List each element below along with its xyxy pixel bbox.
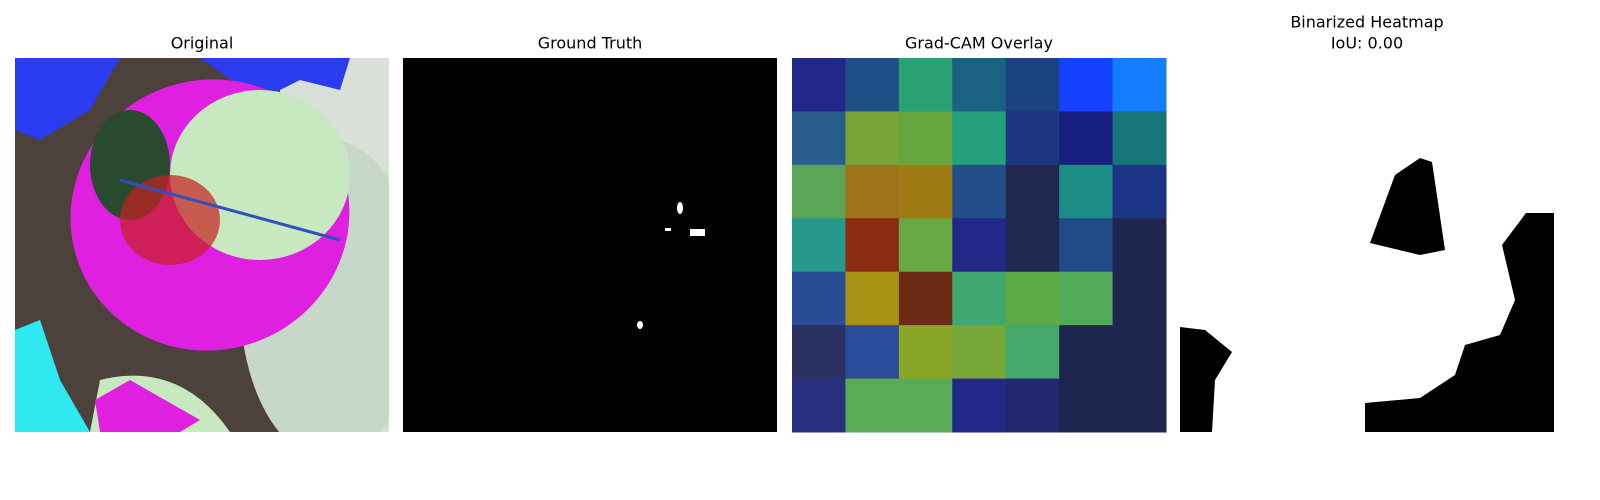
heatmap-cell [1059,378,1114,433]
heatmap-cell [1112,378,1167,433]
heatmap-cell [898,58,953,112]
heatmap-cell [952,378,1007,433]
ground-truth-mask [403,58,777,432]
heatmap-cell [1005,325,1060,380]
heatmap-cell [845,164,900,219]
heatmap-cell [792,325,846,380]
heatmap-cell [898,378,953,433]
heatmap-cell [1005,218,1060,273]
heatmap-cell [952,218,1007,273]
heatmap-cell [1005,271,1060,326]
heatmap-cell [1059,271,1114,326]
panel-title: Original [171,34,234,53]
heatmap-cell [898,164,953,219]
heatmap-cell [1059,325,1114,380]
heatmap-cell [1059,111,1114,166]
binarized-mask [1180,58,1554,432]
heatmap-cell [952,58,1007,112]
heatmap-cell [845,58,900,112]
heatmap-cell [898,325,953,380]
heatmap-cell [845,325,900,380]
heatmap-cell [1112,218,1167,273]
heatmap-cell [792,164,846,219]
heatmap-cell [952,164,1007,219]
heatmap-cell [1005,58,1060,112]
heatmap-cell [845,271,900,326]
heatmap-cell [792,111,846,166]
heatmap-cell [1005,164,1060,219]
heatmap-cell [1112,325,1167,380]
panel-title: Ground Truth [538,34,643,53]
heatmap-cell [952,325,1007,380]
heatmap-cell [1112,111,1167,166]
heatmap-cell [792,58,846,112]
heatmap-cell [792,271,846,326]
heatmap-cell [952,111,1007,166]
original-image [15,58,389,432]
heatmap-cell [845,111,900,166]
heatmap-cell [1005,111,1060,166]
panel-title: Grad-CAM Overlay [905,34,1053,53]
heatmap-cell [1059,58,1114,112]
heatmap-cell [792,218,846,273]
heatmap-cell [898,218,953,273]
heatmap-cell [845,218,900,273]
heatmap-cell [845,378,900,433]
heatmap-cell [792,378,846,433]
heatmap-cell [952,271,1007,326]
heatmap-cell [1112,58,1167,112]
heatmap-cell [1005,378,1060,433]
heatmap-cell [898,271,953,326]
heatmap-cell [898,111,953,166]
heatmap-cell [1059,218,1114,273]
heatmap-cell [1059,164,1114,219]
heatmap-cell [1112,164,1167,219]
heatmap-cell [1112,271,1167,326]
panel-title: Binarized Heatmap [1290,13,1443,32]
panel-subtitle: IoU: 0.00 [1331,34,1403,53]
